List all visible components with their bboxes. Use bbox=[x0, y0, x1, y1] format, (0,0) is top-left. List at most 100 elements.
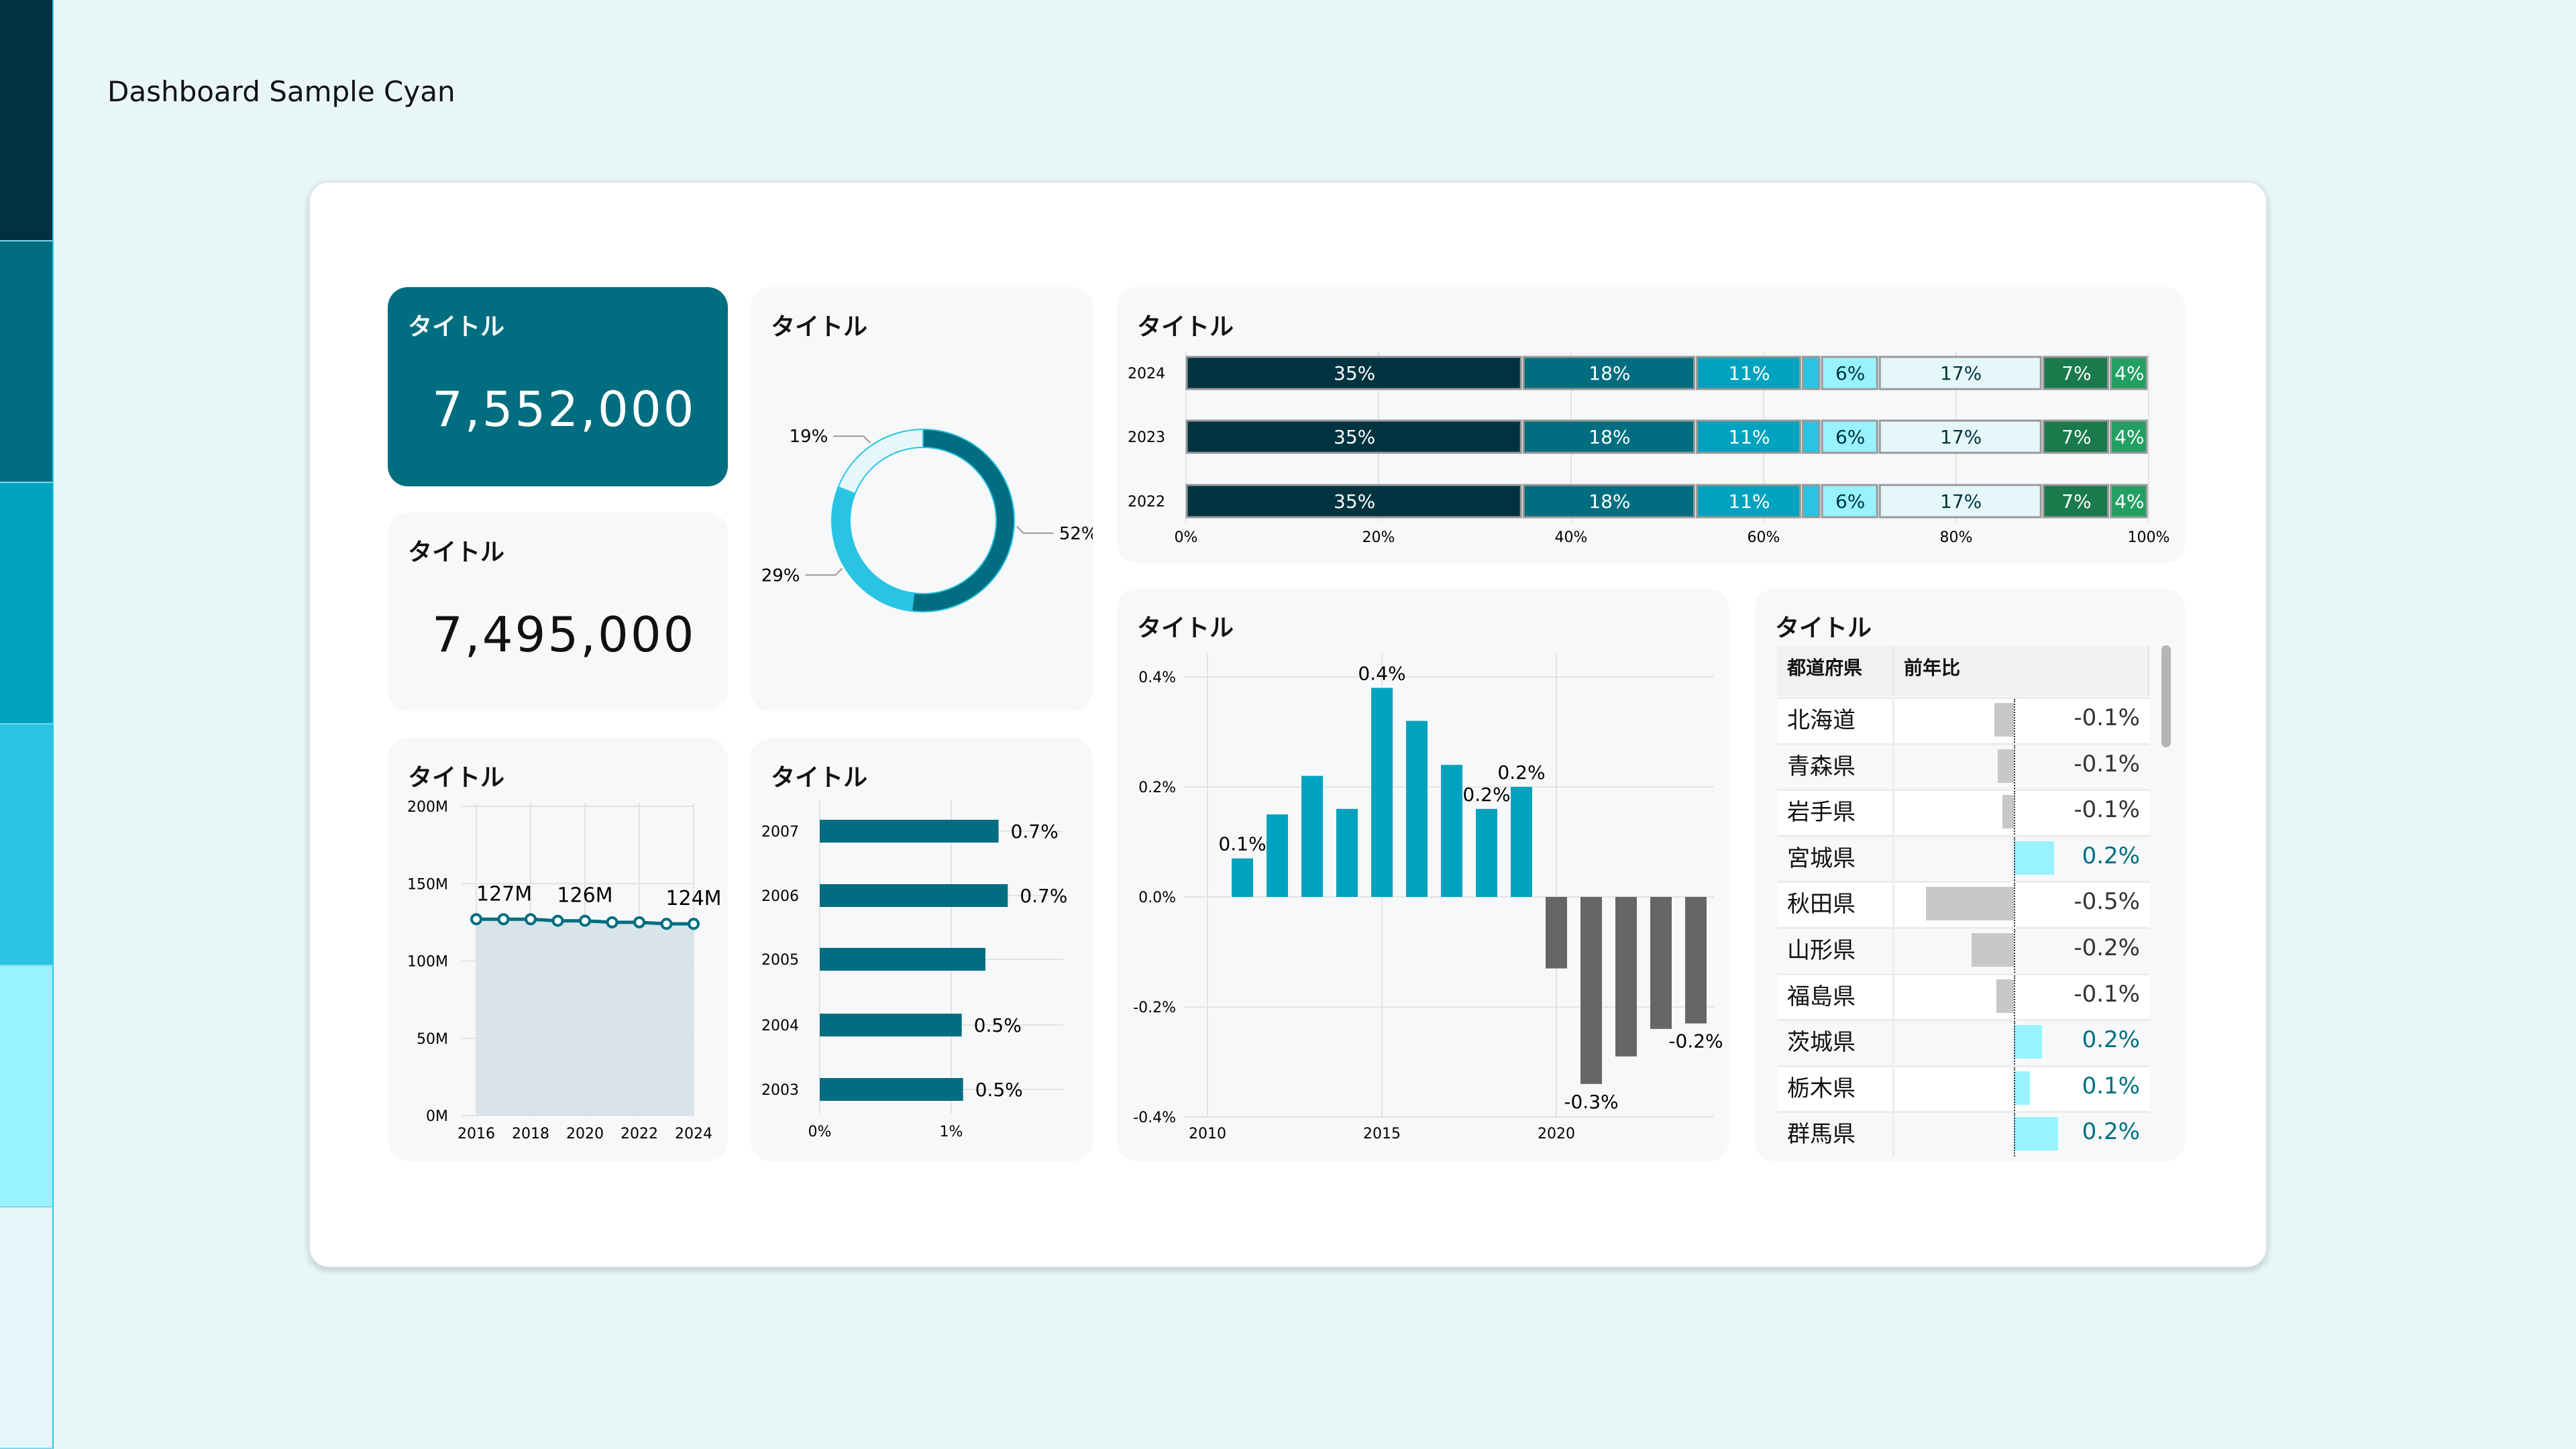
x-tick-label: 2010 bbox=[1189, 1126, 1226, 1142]
y-tick-label: -0.4% bbox=[1133, 1110, 1176, 1126]
bar bbox=[820, 884, 1008, 907]
donut-chart: 52% 29% 19% bbox=[761, 427, 1093, 612]
segment-label: 17% bbox=[1940, 362, 1982, 384]
column-bar bbox=[1406, 720, 1428, 897]
panel-title: タイトル bbox=[771, 313, 868, 341]
table-row[interactable]: 北海道 -0.1% bbox=[1778, 697, 2149, 743]
stacked-segment bbox=[2110, 419, 2148, 454]
prefecture-name: 栃木県 bbox=[1778, 1067, 1894, 1111]
stacked-segment bbox=[1185, 484, 1522, 519]
table-row[interactable]: 茨城県 0.2% bbox=[1778, 1019, 2149, 1065]
stacked-segment bbox=[1878, 484, 2042, 519]
column-header[interactable]: 都道府県 bbox=[1778, 646, 1894, 696]
zero-line bbox=[2014, 745, 2015, 789]
kpi-value: 7,495,000 bbox=[432, 606, 696, 663]
zero-line bbox=[2014, 1067, 2015, 1111]
x-tick-label: 2016 bbox=[458, 1126, 495, 1142]
stacked-bar-chart: 0% 20% 40% 60% 80% 100% 2024 35% 18% 11% 6% 17% 7% 4%… bbox=[1128, 352, 2169, 546]
column-bar bbox=[1511, 787, 1532, 897]
x-tick-label: 40% bbox=[1555, 529, 1588, 546]
x-tick-label: 0% bbox=[1175, 529, 1198, 546]
table-row[interactable]: 福島県 -0.1% bbox=[1778, 973, 2149, 1019]
table-row[interactable]: 山形県 -0.2% bbox=[1778, 927, 2149, 973]
segment-label: 6% bbox=[1835, 426, 1865, 448]
point-label: 126M bbox=[557, 884, 612, 908]
table-row[interactable]: 宮城県 0.2% bbox=[1778, 835, 2149, 881]
table-row[interactable]: 青森県 -0.1% bbox=[1778, 743, 2149, 789]
yoy-value: 0.2% bbox=[2082, 1026, 2140, 1054]
table-panel: タイトル 都道府県 前年比 北海道 -0.1% 青森県 -0.1% 岩手県 -0.1% 宮城… bbox=[1755, 588, 2185, 1161]
segment-label: 7% bbox=[2061, 362, 2091, 384]
yoy-value: -0.5% bbox=[2074, 888, 2140, 916]
prefecture-name: 秋田県 bbox=[1778, 883, 1894, 927]
stacked-segment bbox=[1801, 419, 1821, 454]
slice-label: 52% bbox=[1059, 524, 1093, 544]
zero-line bbox=[2014, 791, 2015, 835]
donut-slice bbox=[837, 428, 924, 495]
segment-label: 7% bbox=[2061, 426, 2091, 448]
segment-label: 17% bbox=[1940, 426, 1982, 448]
column-bar bbox=[1476, 808, 1497, 897]
prefecture-name: 北海道 bbox=[1778, 699, 1894, 743]
column-chart: 0.4% 0.2% 0.0% -0.2% -0.4% 2010 2015 2020 0.1% 0.… bbox=[1133, 653, 1723, 1142]
data-point bbox=[497, 913, 510, 926]
y-tick-label: 0.2% bbox=[1138, 780, 1176, 796]
segment-label: 7% bbox=[2061, 490, 2091, 513]
table-row[interactable]: 群馬県 0.2% bbox=[1778, 1111, 2149, 1157]
swatch bbox=[0, 0, 54, 241]
stacked-segment bbox=[1522, 419, 1696, 454]
data-point bbox=[633, 916, 645, 928]
table-row[interactable]: 秋田県 -0.5% bbox=[1778, 881, 2149, 927]
point-label: 127M bbox=[476, 882, 532, 906]
panel-title: タイトル bbox=[1775, 614, 1872, 642]
segment-label: 4% bbox=[2114, 426, 2144, 448]
leader-line bbox=[833, 435, 871, 443]
panel-title: タイトル bbox=[1137, 313, 1234, 341]
table-row[interactable]: 栃木県 0.1% bbox=[1778, 1065, 2149, 1111]
stacked-segment bbox=[1821, 419, 1878, 454]
table-row[interactable]: 岩手県 -0.1% bbox=[1778, 789, 2149, 835]
kpi-value: 7,552,000 bbox=[432, 381, 696, 437]
y-tick-label: 100M bbox=[407, 954, 448, 971]
zero-line bbox=[2014, 883, 2015, 927]
x-tick-label: 2020 bbox=[1538, 1126, 1575, 1142]
prefecture-name: 宮城県 bbox=[1778, 837, 1894, 881]
stacked-segment bbox=[1696, 484, 1801, 519]
stacked-segment bbox=[1821, 484, 1878, 519]
bar-label: 0.5% bbox=[975, 1079, 1023, 1101]
bar-label: 0.1% bbox=[1218, 833, 1266, 855]
y-tick-label: 2006 bbox=[761, 888, 799, 905]
bar-label: 0.7% bbox=[1020, 885, 1067, 907]
yoy-value: -0.1% bbox=[2074, 750, 2140, 777]
swatch bbox=[0, 966, 54, 1208]
table-scrollbar[interactable] bbox=[2161, 645, 2171, 747]
segment-label: 6% bbox=[1835, 362, 1865, 384]
leader-line bbox=[805, 568, 843, 576]
y-tick-label: 2007 bbox=[761, 824, 799, 841]
stacked-segment bbox=[1522, 484, 1696, 519]
swatch bbox=[0, 1208, 54, 1449]
stacked-segment bbox=[1696, 356, 1801, 390]
stacked-segment bbox=[1821, 356, 1878, 390]
y-tick-label: 0.4% bbox=[1138, 669, 1176, 686]
column-panel: タイトル 0.4% 0.2% 0.0% -0.2% -0.4% 2010 2015 2020 0… bbox=[1117, 588, 1729, 1161]
x-tick-label: 1% bbox=[940, 1124, 963, 1140]
bar-label: 0.5% bbox=[974, 1014, 1022, 1036]
zero-line bbox=[2014, 699, 2015, 743]
y-tick-label: -0.2% bbox=[1133, 1000, 1176, 1016]
yoy-bar bbox=[2014, 1117, 2058, 1151]
data-point bbox=[525, 913, 537, 926]
stacked-segment bbox=[2110, 356, 2148, 390]
y-tick-label: 200M bbox=[407, 799, 448, 816]
x-tick-label: 80% bbox=[1940, 529, 1973, 546]
x-tick-label: 0% bbox=[808, 1124, 832, 1140]
zero-line bbox=[2014, 1021, 2015, 1065]
x-tick-label: 20% bbox=[1362, 529, 1395, 546]
column-bar bbox=[1232, 858, 1253, 897]
swatch bbox=[0, 241, 54, 483]
column-header[interactable]: 前年比 bbox=[1894, 646, 2149, 696]
data-point bbox=[660, 918, 673, 930]
column-bar bbox=[1336, 808, 1358, 897]
data-point bbox=[579, 914, 591, 927]
y-tick-label: 0M bbox=[426, 1108, 448, 1125]
